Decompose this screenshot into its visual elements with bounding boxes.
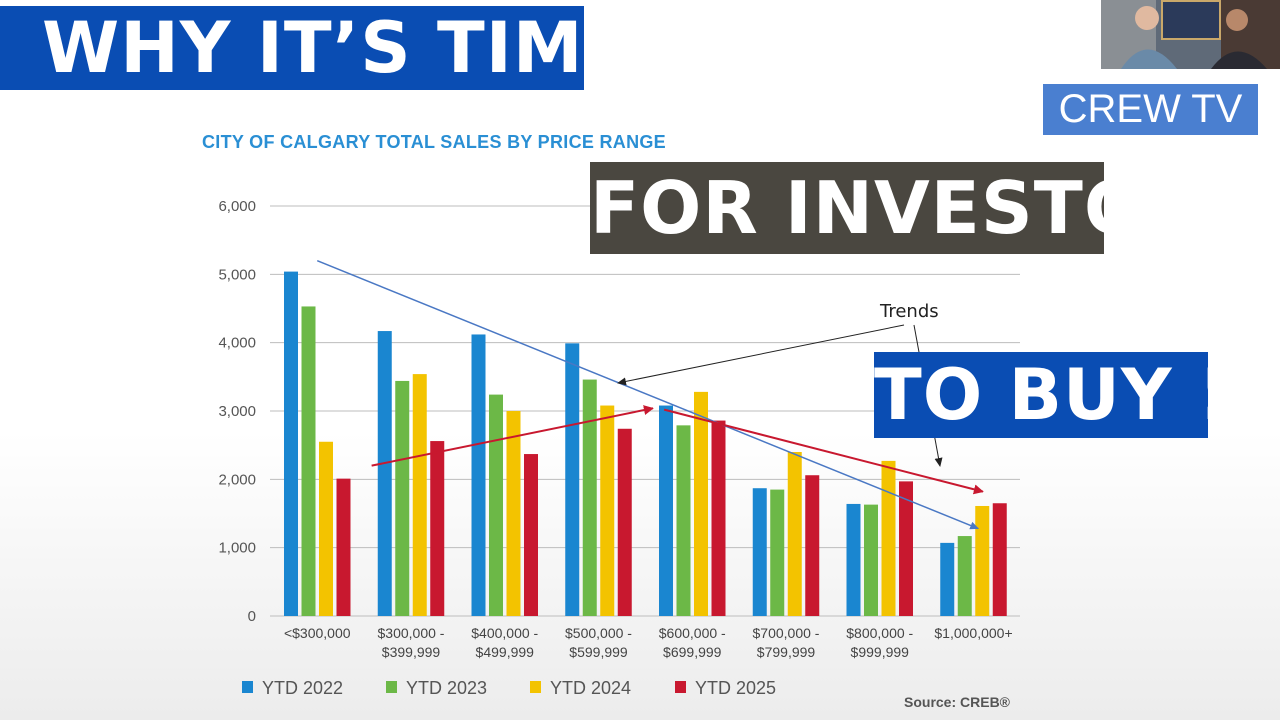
- bar-ytd-2025: [617, 428, 632, 616]
- bar-ytd-2023: [770, 489, 785, 616]
- channel-badge: CREW TV: [1043, 84, 1258, 135]
- bar-ytd-2022: [752, 488, 767, 616]
- bar-ytd-2024: [600, 405, 615, 616]
- bar-ytd-2024: [975, 505, 990, 616]
- investors-banner: FOR INVESTORS: [590, 162, 1254, 254]
- y-tick-label: 2,000: [218, 471, 256, 488]
- bar-ytd-2023: [676, 425, 691, 616]
- bar-ytd-2025: [336, 478, 351, 616]
- trends-pointer-blue: [617, 324, 905, 386]
- x-tick-label: $599,999: [569, 644, 628, 660]
- bar-ytd-2023: [395, 380, 410, 616]
- y-tick-label: 5,000: [218, 266, 256, 283]
- y-tick-label: 6,000: [218, 198, 256, 215]
- x-tick-label: $399,999: [382, 644, 441, 660]
- bar-ytd-2025: [711, 420, 726, 616]
- bar-ytd-2023: [957, 536, 972, 616]
- legend-label: YTD 2022: [262, 678, 343, 698]
- chart-source: Source: CREB®: [904, 694, 1010, 710]
- webcam-video: [1101, 0, 1280, 69]
- trend-line: [316, 259, 980, 530]
- x-tick-label: $799,999: [757, 644, 816, 660]
- bar-ytd-2022: [659, 405, 673, 616]
- bar-ytd-2023: [301, 306, 316, 616]
- title-banner: WHY IT’S TIME: [0, 6, 631, 90]
- bar-ytd-2023: [864, 504, 878, 616]
- x-tick-label: $1,000,000+: [934, 625, 1012, 641]
- legend-label: YTD 2024: [550, 678, 631, 698]
- y-tick-label: 3,000: [218, 403, 256, 420]
- legend-swatch: [530, 681, 541, 693]
- x-tick-label: $699,999: [663, 644, 722, 660]
- x-tick-label: $600,000 -: [659, 625, 726, 641]
- bar-ytd-2022: [284, 271, 298, 616]
- bar-ytd-2024: [412, 374, 427, 616]
- x-tick-label: $300,000 -: [378, 625, 445, 641]
- bar-ytd-2025: [430, 441, 445, 616]
- legend-label: YTD 2025: [695, 678, 776, 698]
- legend-swatch: [386, 681, 397, 693]
- y-tick-label: 0: [248, 608, 256, 625]
- x-tick-label: $500,000 -: [565, 625, 632, 641]
- bar-ytd-2024: [506, 411, 521, 616]
- y-tick-label: 1,000: [218, 540, 256, 557]
- bar-ytd-2022: [471, 334, 486, 616]
- bar-ytd-2022: [565, 343, 580, 616]
- bar-ytd-2022: [377, 331, 392, 616]
- bar-ytd-2022: [940, 542, 955, 616]
- bar-ytd-2024: [694, 391, 708, 616]
- x-tick-label: <$300,000: [284, 625, 351, 641]
- bar-ytd-2024: [319, 441, 333, 616]
- legend-swatch: [242, 681, 253, 693]
- trends-annotation-label: Trends: [879, 301, 939, 322]
- bar-ytd-2025: [992, 503, 1007, 616]
- x-tick-label: $999,999: [851, 644, 910, 660]
- buy-banner: TO BUY !!!: [874, 352, 1280, 438]
- x-tick-label: $700,000 -: [753, 625, 820, 641]
- bar-ytd-2023: [582, 379, 597, 616]
- x-tick-label: $499,999: [476, 644, 535, 660]
- trend-line: [663, 408, 984, 495]
- trend-line: [371, 405, 654, 467]
- bar-ytd-2022: [846, 503, 861, 616]
- x-tick-label: $800,000 -: [846, 625, 913, 641]
- y-tick-label: 4,000: [218, 335, 256, 352]
- bar-ytd-2025: [805, 475, 820, 616]
- legend-label: YTD 2023: [406, 678, 487, 698]
- bar-ytd-2024: [787, 452, 802, 616]
- chart-title: CITY OF CALGARY TOTAL SALES BY PRICE RAN…: [202, 132, 666, 152]
- x-tick-label: $400,000 -: [471, 625, 538, 641]
- bar-ytd-2025: [899, 481, 913, 616]
- bar-ytd-2024: [881, 460, 896, 616]
- bar-ytd-2023: [489, 394, 503, 616]
- bar-ytd-2025: [524, 454, 538, 616]
- legend-swatch: [675, 681, 686, 693]
